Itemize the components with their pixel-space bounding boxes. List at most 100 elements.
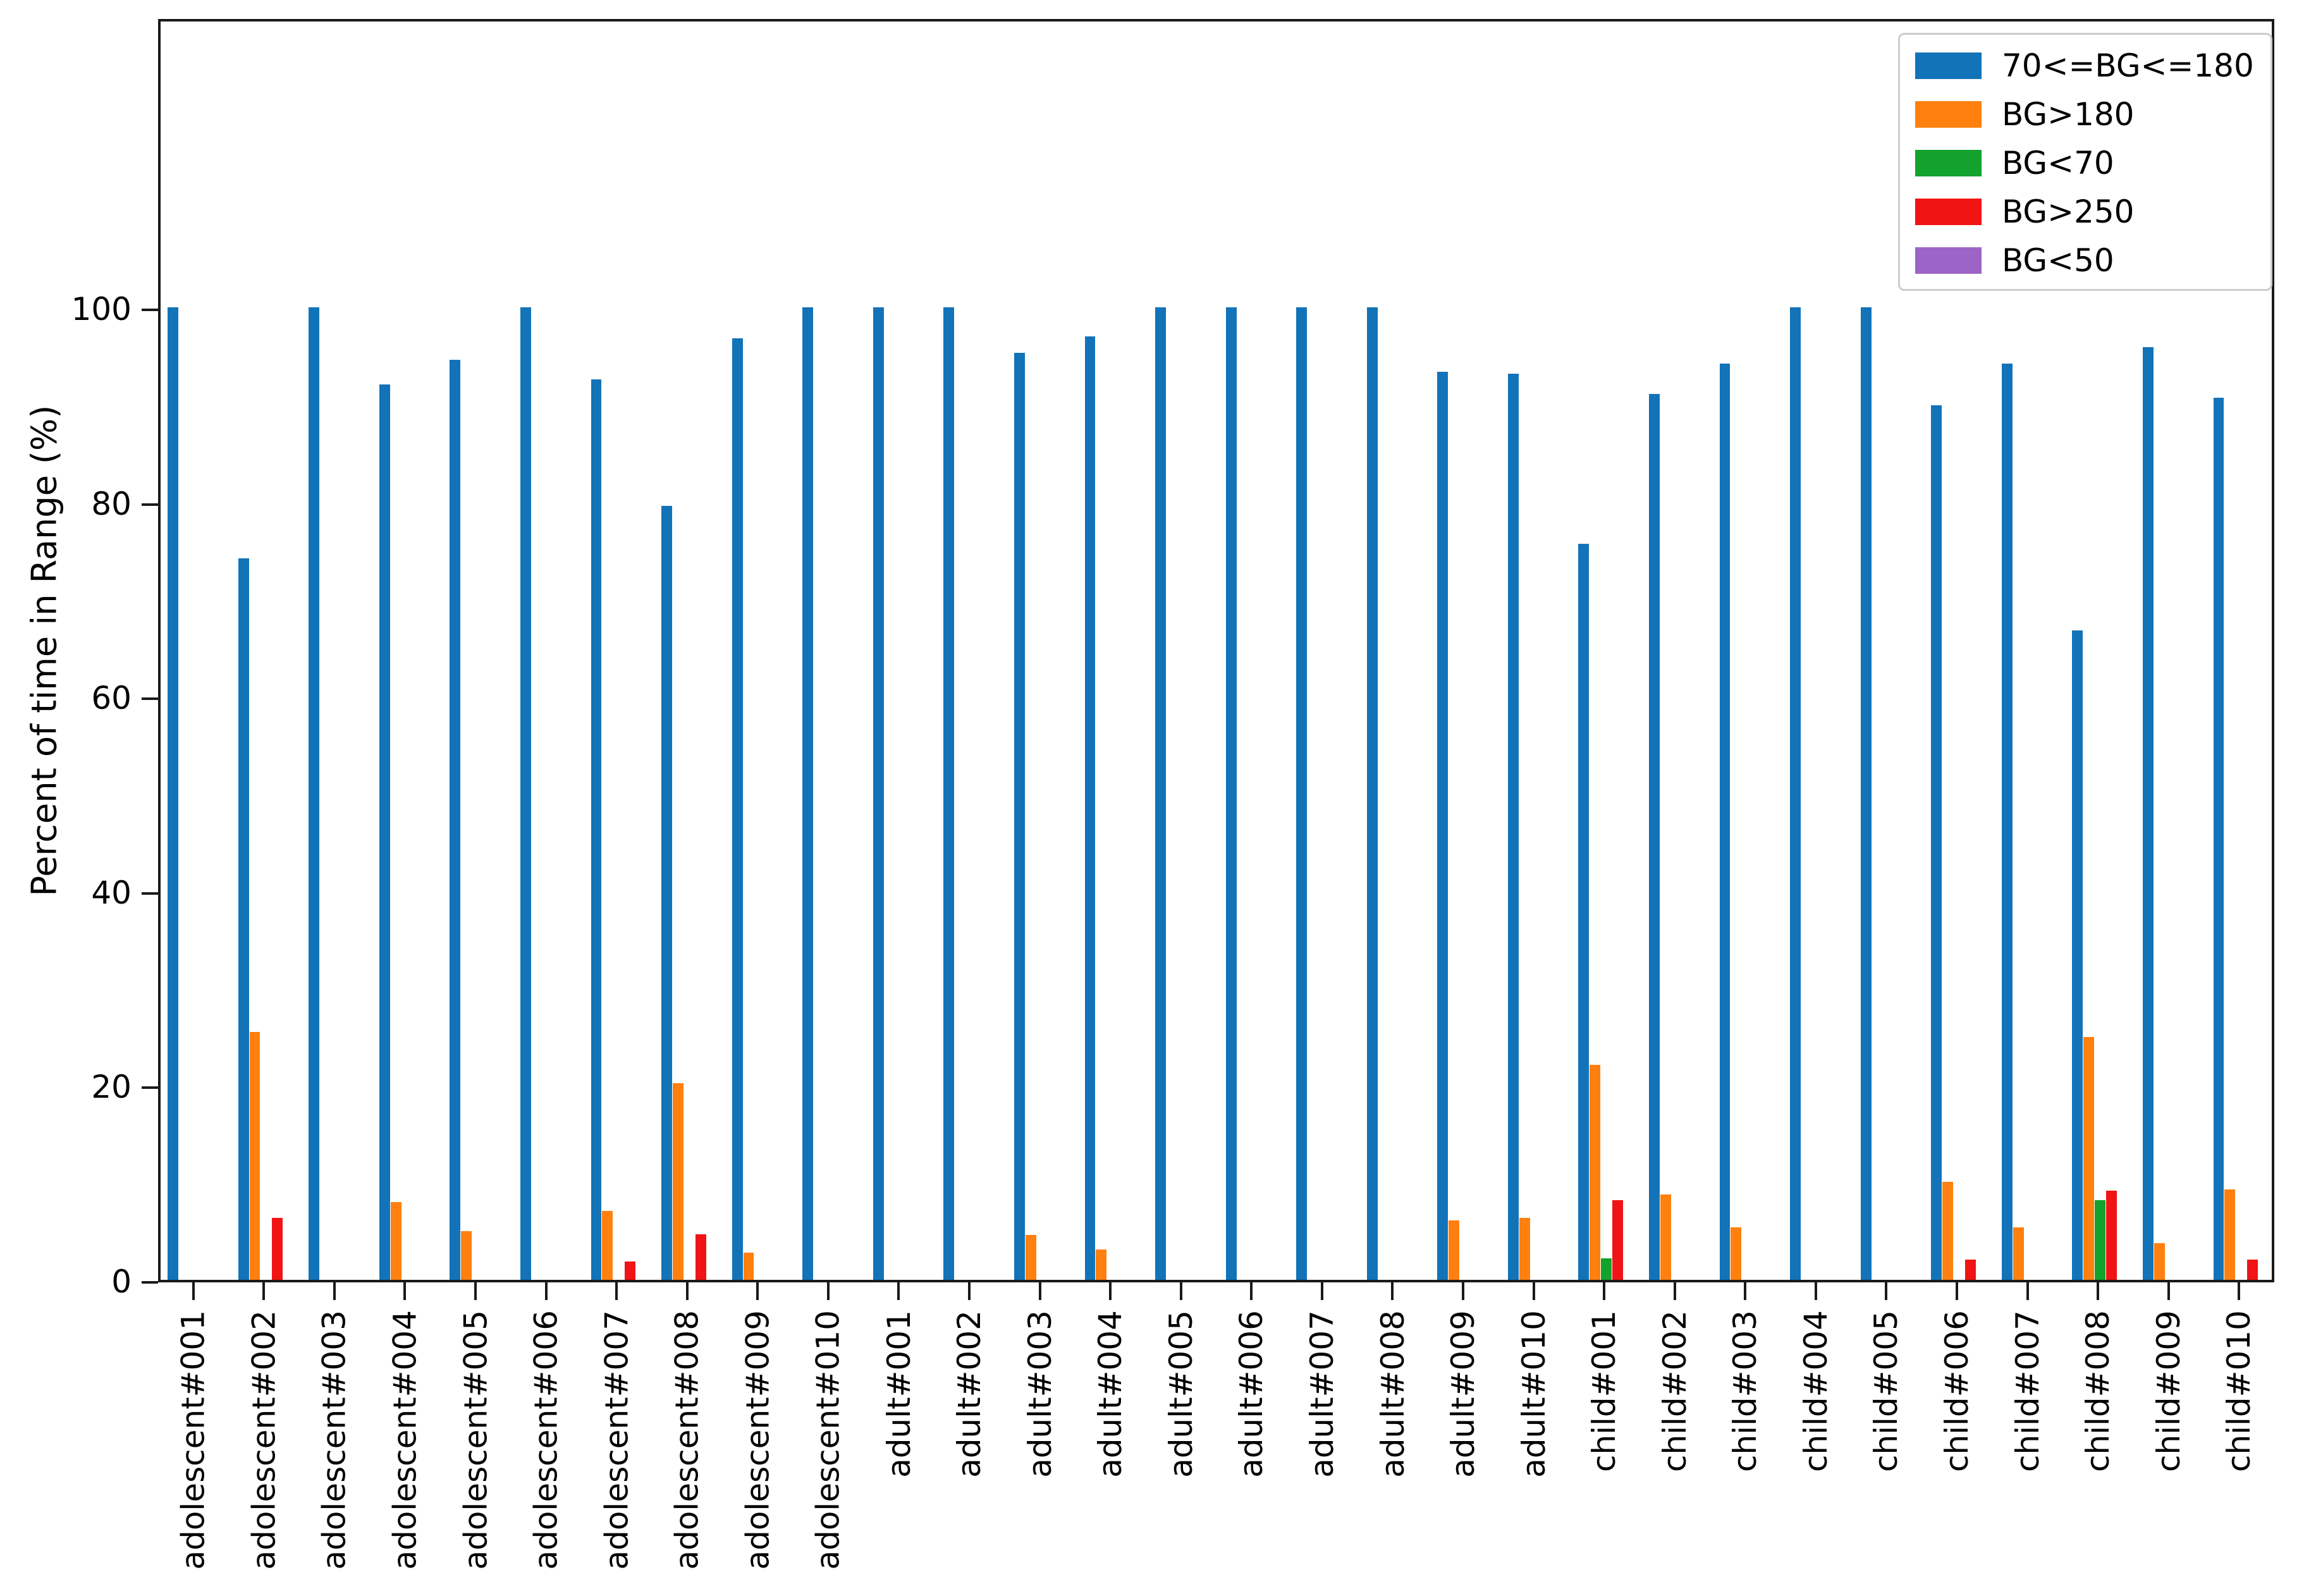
x-tick-label: adult#005 (1162, 1310, 1199, 1478)
legend-swatch-icon (1915, 247, 1982, 274)
legend-swatch-icon (1915, 199, 1982, 225)
y-tick-label: 80 (91, 485, 132, 522)
bar-adult#006-series0 (1225, 307, 1237, 1280)
bar-adolescent#007-series3 (625, 1261, 635, 1280)
legend-label: BG<70 (2002, 145, 2114, 181)
bar-child#006-series1 (1942, 1181, 1954, 1280)
x-tick-label: adult#001 (880, 1310, 917, 1478)
x-tick-label: child#003 (1727, 1310, 1764, 1473)
bar-adult#003-series0 (1014, 353, 1025, 1280)
bar-child#007-series0 (2001, 364, 2013, 1280)
bar-adolescent#005-series1 (461, 1231, 472, 1280)
bar-child#003-series0 (1719, 364, 1731, 1280)
y-tick (142, 503, 158, 506)
y-tick-label: 0 (111, 1263, 132, 1300)
x-tick (1955, 1282, 1958, 1300)
legend-label: 70<=BG<=180 (2002, 47, 2254, 84)
x-tick-label: adult#010 (1515, 1310, 1552, 1478)
bar-child#005-series0 (1860, 307, 1872, 1280)
x-tick-label: child#010 (2221, 1310, 2258, 1473)
x-tick-label: adolescent#006 (527, 1310, 565, 1570)
bar-child#010-series0 (2213, 398, 2224, 1280)
x-tick (192, 1282, 195, 1300)
bar-adolescent#007-series0 (591, 379, 602, 1280)
x-tick-label: adolescent#007 (598, 1310, 635, 1570)
x-tick-label: adult#006 (1233, 1310, 1270, 1478)
x-tick-label: adult#008 (1374, 1310, 1411, 1478)
bar-child#001-series3 (1612, 1200, 1623, 1280)
bar-adult#003-series1 (1025, 1235, 1036, 1280)
legend-label: BG>250 (2002, 193, 2135, 230)
x-tick (1885, 1282, 1888, 1300)
y-tick (142, 697, 158, 701)
x-tick (1532, 1282, 1535, 1300)
bar-adult#002-series0 (943, 307, 955, 1280)
legend-label: BG>180 (2002, 96, 2135, 133)
bar-adult#010-series1 (1519, 1217, 1530, 1280)
bar-child#002-series0 (1649, 393, 1660, 1280)
bar-adolescent#002-series3 (272, 1217, 283, 1280)
legend: 70<=BG<=180 BG>180 BG<70 BG>250 BG<50 (1898, 33, 2272, 291)
x-tick (2097, 1282, 2100, 1300)
x-tick (1744, 1282, 1747, 1300)
bar-adult#001-series0 (873, 307, 884, 1280)
x-tick-label: adolescent#005 (457, 1310, 494, 1570)
bar-adolescent#003-series0 (309, 307, 320, 1280)
bar-adolescent#004-series1 (390, 1201, 401, 1280)
x-tick (1109, 1282, 1112, 1300)
x-tick-label: adult#002 (951, 1310, 988, 1478)
x-tick (1461, 1282, 1464, 1300)
x-tick (2167, 1282, 2170, 1300)
y-tick (142, 309, 158, 311)
bar-child#003-series1 (1731, 1227, 1742, 1280)
bar-adult#009-series0 (1437, 371, 1449, 1280)
x-tick (2238, 1282, 2241, 1300)
bar-adolescent#005-series0 (450, 360, 461, 1280)
bar-adolescent#008-series1 (672, 1083, 683, 1280)
legend-label: BG<50 (2002, 242, 2114, 279)
y-tick-label: 20 (91, 1069, 132, 1106)
bar-child#010-series1 (2224, 1189, 2236, 1280)
bar-child#008-series0 (2072, 630, 2083, 1280)
x-tick (685, 1282, 689, 1300)
legend-swatch-icon (1915, 52, 1982, 79)
x-tick-label: child#004 (1797, 1310, 1834, 1473)
x-tick (615, 1282, 618, 1300)
x-tick-label: child#002 (1656, 1310, 1693, 1473)
x-tick (1320, 1282, 1323, 1300)
legend-swatch-icon (1915, 150, 1982, 176)
x-tick (1179, 1282, 1182, 1300)
legend-item: BG>180 (1915, 99, 2264, 130)
x-tick-label: child#006 (1938, 1310, 1975, 1473)
x-tick-label: adolescent#001 (175, 1310, 212, 1570)
bar-adolescent#009-series0 (732, 338, 743, 1280)
x-tick (826, 1282, 830, 1300)
x-tick (1391, 1282, 1394, 1300)
bar-child#002-series1 (1660, 1194, 1671, 1280)
bar-child#004-series0 (1790, 307, 1801, 1280)
bar-child#001-series0 (1578, 543, 1590, 1280)
bar-adolescent#004-series0 (379, 384, 390, 1280)
x-tick (756, 1282, 759, 1300)
bar-child#001-series1 (1590, 1065, 1601, 1280)
x-tick (1814, 1282, 1817, 1300)
legend-item: BG<70 (1915, 147, 2264, 179)
bar-child#006-series3 (1964, 1259, 1976, 1280)
legend-item: BG<50 (1915, 245, 2264, 276)
bar-adolescent#008-series3 (695, 1234, 706, 1280)
x-tick-label: adult#007 (1303, 1310, 1340, 1478)
x-tick-label: adolescent#008 (668, 1310, 706, 1570)
x-tick-label: child#009 (2150, 1310, 2187, 1473)
bar-adult#010-series0 (1507, 373, 1519, 1280)
y-axis-label: Percent of time in Range (%) (24, 405, 64, 897)
x-tick (474, 1282, 477, 1300)
bar-child#008-series1 (2083, 1036, 2095, 1280)
legend-item: BG>250 (1915, 196, 2264, 228)
bar-adolescent#006-series0 (520, 307, 531, 1280)
bar-adolescent#007-series1 (602, 1210, 613, 1280)
x-tick-label: child#008 (2080, 1310, 2117, 1473)
y-tick (142, 1281, 158, 1284)
x-tick (2026, 1282, 2029, 1300)
bar-adolescent#009-series1 (743, 1252, 754, 1280)
bar-adult#007-series0 (1296, 307, 1308, 1280)
